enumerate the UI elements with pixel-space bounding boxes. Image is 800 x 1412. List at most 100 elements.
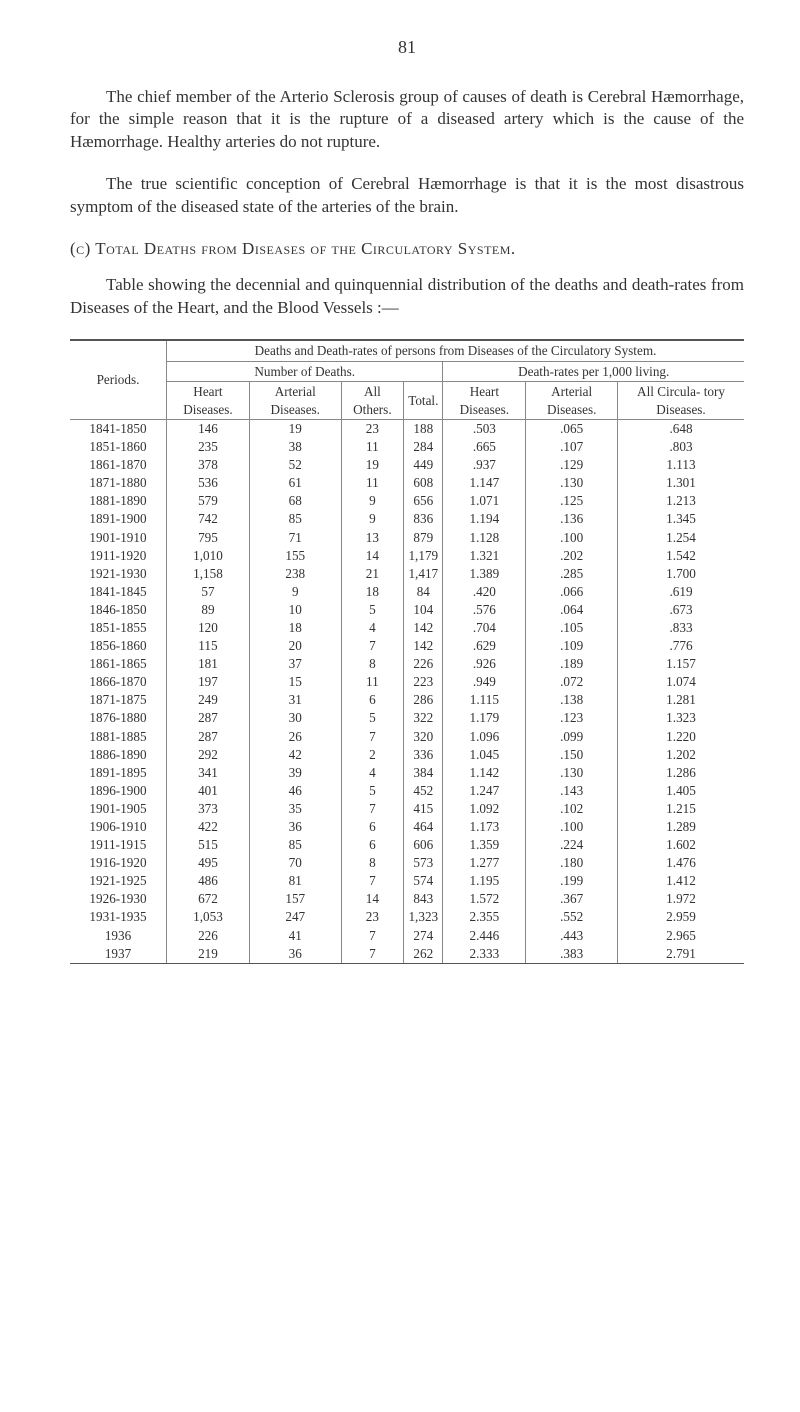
table-cell: 238: [249, 565, 341, 583]
table-cell: 9: [341, 492, 404, 510]
table-cell: 1846-1850: [70, 601, 167, 619]
table-cell: .099: [526, 728, 618, 746]
table-cell: .443: [526, 927, 618, 945]
table-cell: .102: [526, 800, 618, 818]
table-cell: 879: [404, 529, 443, 547]
table-cell: 68: [249, 492, 341, 510]
table-cell: 1.321: [443, 547, 526, 565]
table-cell: 384: [404, 764, 443, 782]
table-cell: 84: [404, 583, 443, 601]
table-cell: 219: [167, 945, 250, 964]
table-cell: .105: [526, 619, 618, 637]
table-cell: 52: [249, 456, 341, 474]
table-row: 1891-19007428598361.194.1361.345: [70, 510, 744, 528]
table-cell: 2.333: [443, 945, 526, 964]
table-cell: 1.289: [618, 818, 744, 836]
table-cell: .937: [443, 456, 526, 474]
table-cell: 1.215: [618, 800, 744, 818]
table-cell: 19: [341, 456, 404, 474]
table-cell: 247: [249, 908, 341, 926]
table-cell: 1.071: [443, 492, 526, 510]
table-cell: 1.572: [443, 890, 526, 908]
table-cell: .107: [526, 438, 618, 456]
group-death-rates: Death-rates per 1,000 living.: [443, 361, 744, 381]
table-cell: .648: [618, 419, 744, 438]
table-cell: 262: [404, 945, 443, 964]
table-cell: 2.959: [618, 908, 744, 926]
table-cell: 1.277: [443, 854, 526, 872]
table-cell: 1851-1860: [70, 438, 167, 456]
table-cell: 15: [249, 673, 341, 691]
table-cell: 1.194: [443, 510, 526, 528]
col-heart-diseases-r: Heart Diseases.: [443, 382, 526, 420]
table-cell: 1.476: [618, 854, 744, 872]
table-cell: 20: [249, 637, 341, 655]
col-arterial-diseases-r: Arterial Diseases.: [526, 382, 618, 420]
table-cell: 1.074: [618, 673, 744, 691]
table-cell: 579: [167, 492, 250, 510]
table-cell: .833: [618, 619, 744, 637]
table-cell: 287: [167, 709, 250, 727]
table-cell: 1,179: [404, 547, 443, 565]
table-cell: 226: [404, 655, 443, 673]
table-cell: 6: [341, 818, 404, 836]
table-cell: 223: [404, 673, 443, 691]
table-cell: 1,053: [167, 908, 250, 926]
table-cell: 1.096: [443, 728, 526, 746]
table-cell: .383: [526, 945, 618, 964]
table-cell: 89: [167, 601, 250, 619]
circulatory-table: Periods. Deaths and Death-rates of perso…: [70, 339, 744, 964]
table-cell: 5: [341, 709, 404, 727]
table-cell: 284: [404, 438, 443, 456]
table-cell: 21: [341, 565, 404, 583]
table-cell: 573: [404, 854, 443, 872]
table-cell: 1.281: [618, 691, 744, 709]
table-cell: 6: [341, 836, 404, 854]
table-cell: 1936: [70, 927, 167, 945]
section-heading: (c) Total Deaths from Diseases of the Ci…: [70, 238, 744, 260]
table-cell: 6: [341, 691, 404, 709]
table-row: 1911-19201,010155141,1791.321.2021.542: [70, 547, 744, 565]
table-cell: 1921-1930: [70, 565, 167, 583]
table-cell: 1861-1870: [70, 456, 167, 474]
table-cell: 4: [341, 764, 404, 782]
table-cell: 2.791: [618, 945, 744, 964]
page-number: 81: [70, 36, 744, 60]
table-cell: 836: [404, 510, 443, 528]
table-cell: 1.202: [618, 746, 744, 764]
table-cell: 378: [167, 456, 250, 474]
table-cell: 2.355: [443, 908, 526, 926]
table-cell: 1,323: [404, 908, 443, 926]
table-cell: .136: [526, 510, 618, 528]
table-row: 1906-19104223664641.173.1001.289: [70, 818, 744, 836]
table-cell: 1,158: [167, 565, 250, 583]
table-cell: 23: [341, 419, 404, 438]
table-cell: 188: [404, 419, 443, 438]
table-cell: 14: [341, 547, 404, 565]
table-cell: 4: [341, 619, 404, 637]
col-all-circulatory-r: All Circula- tory Diseases.: [618, 382, 744, 420]
table-cell: .576: [443, 601, 526, 619]
table-cell: 574: [404, 872, 443, 890]
table-row: 1926-1930672157148431.572.3671.972: [70, 890, 744, 908]
table-cell: 30: [249, 709, 341, 727]
table-cell: 843: [404, 890, 443, 908]
table-cell: 142: [404, 637, 443, 655]
table-cell: 7: [341, 728, 404, 746]
table-row: 19362264172742.446.4432.965: [70, 927, 744, 945]
table-cell: 1.173: [443, 818, 526, 836]
table-cell: 23: [341, 908, 404, 926]
table-cell: 1856-1860: [70, 637, 167, 655]
table-cell: 146: [167, 419, 250, 438]
table-cell: 197: [167, 673, 250, 691]
table-cell: 1,010: [167, 547, 250, 565]
table-cell: 11: [341, 438, 404, 456]
table-cell: .420: [443, 583, 526, 601]
table-cell: 2: [341, 746, 404, 764]
table-cell: .629: [443, 637, 526, 655]
table-cell: 1891-1900: [70, 510, 167, 528]
table-cell: 1.147: [443, 474, 526, 492]
table-cell: .065: [526, 419, 618, 438]
table-cell: 322: [404, 709, 443, 727]
table-cell: 1901-1910: [70, 529, 167, 547]
